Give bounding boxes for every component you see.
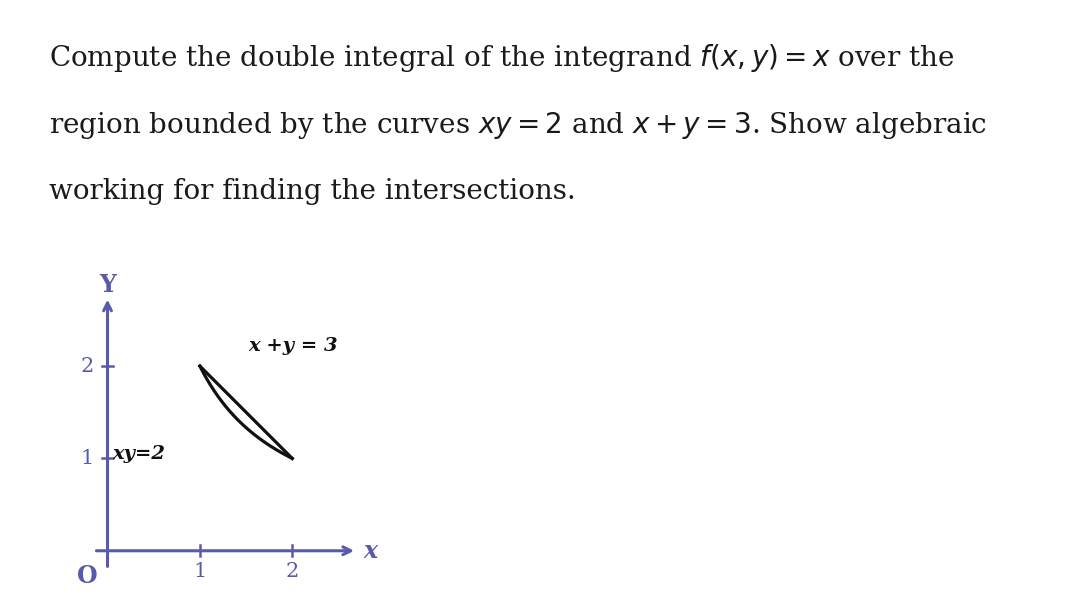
Text: working for finding the intersections.: working for finding the intersections. [49, 178, 576, 205]
Text: O: O [77, 563, 97, 588]
Text: 2: 2 [285, 562, 299, 581]
Text: x: x [364, 539, 378, 563]
Text: xy=2: xy=2 [112, 445, 165, 463]
Text: Y: Y [99, 273, 116, 297]
Text: Compute the double integral of the integrand $f(x, y) = x$ over the: Compute the double integral of the integ… [49, 42, 954, 74]
Text: x +y = 3: x +y = 3 [248, 337, 338, 355]
Text: 1: 1 [193, 562, 206, 581]
Text: 1: 1 [81, 449, 94, 468]
Text: 2: 2 [81, 356, 94, 375]
Text: region bounded by the curves $xy = 2$ and $x + y = 3$. Show algebraic: region bounded by the curves $xy = 2$ an… [49, 110, 987, 141]
